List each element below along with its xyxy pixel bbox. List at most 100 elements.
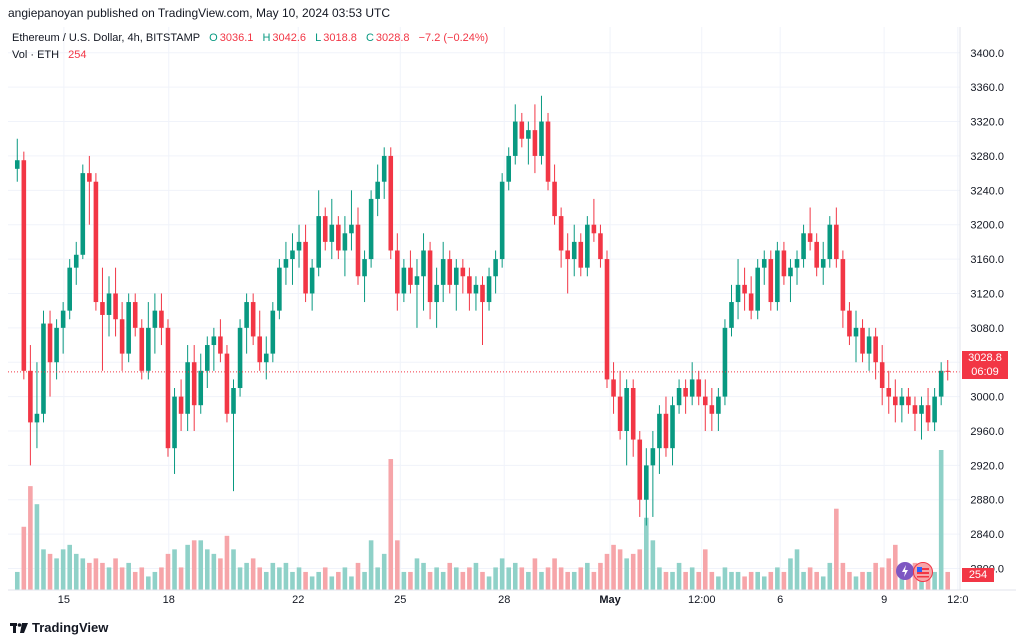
candle-body bbox=[336, 224, 341, 251]
candle-body bbox=[80, 173, 86, 255]
volume-bar bbox=[283, 562, 289, 590]
price-tick-label: 3160.0 bbox=[970, 254, 1004, 266]
volume-bar bbox=[689, 567, 695, 590]
volume-bar bbox=[198, 540, 204, 590]
volume-bar bbox=[34, 504, 40, 590]
price-tick-label: 3080.0 bbox=[970, 323, 1004, 335]
volume-bar bbox=[375, 567, 380, 590]
volume-bar bbox=[218, 558, 223, 590]
ohlc-legend: Ethereum / U.S. Dollar, 4h, BITSTAMP O 30… bbox=[12, 32, 490, 44]
candle-body bbox=[919, 405, 924, 414]
volume-bar bbox=[716, 576, 721, 590]
volume-bar bbox=[539, 571, 544, 590]
candle-body bbox=[60, 310, 66, 328]
volume-bar bbox=[565, 571, 570, 590]
candle-body bbox=[368, 198, 374, 260]
brand-name: TradingView bbox=[32, 620, 109, 635]
volume-bar bbox=[93, 558, 99, 590]
candle-body bbox=[598, 233, 603, 260]
volume-bar bbox=[820, 576, 826, 590]
volume-value: 254 bbox=[68, 49, 87, 61]
candle-body bbox=[329, 224, 335, 242]
volume-bar bbox=[585, 562, 590, 590]
volume-label: Vol · ETH bbox=[12, 49, 60, 61]
candle-body bbox=[178, 396, 184, 414]
volume-bar bbox=[21, 526, 27, 590]
volume-bar bbox=[840, 562, 846, 590]
countdown-tag: 06:09 bbox=[962, 365, 1008, 379]
candle-body bbox=[729, 302, 734, 328]
candle-body bbox=[28, 370, 33, 423]
volume-bar bbox=[185, 544, 190, 590]
candle-body bbox=[906, 396, 911, 406]
close-label: C bbox=[365, 32, 374, 44]
us-flag-icon[interactable] bbox=[913, 562, 933, 582]
volume-bar bbox=[178, 567, 184, 590]
volume-bar bbox=[67, 544, 72, 590]
volume-bar bbox=[100, 562, 105, 590]
volume-legend: Vol · ETH 254 bbox=[12, 49, 89, 61]
candle-body bbox=[827, 224, 833, 260]
candle-body bbox=[395, 250, 400, 294]
candle-body bbox=[355, 224, 361, 277]
candle-body bbox=[486, 276, 492, 303]
volume-bar bbox=[87, 562, 92, 590]
tradingview-logo[interactable]: TradingView bbox=[10, 620, 108, 635]
volume-bar bbox=[205, 549, 210, 590]
volume-bar bbox=[14, 571, 20, 590]
candle-body bbox=[820, 259, 826, 268]
volume-bar bbox=[165, 553, 171, 590]
volume-bar bbox=[670, 571, 675, 590]
price-tick-label: 2920.0 bbox=[970, 460, 1004, 472]
candle-body bbox=[349, 224, 354, 234]
volume-bar bbox=[709, 571, 715, 590]
price-tick-label: 3280.0 bbox=[970, 151, 1004, 163]
volume-bar bbox=[381, 553, 387, 590]
candle-body bbox=[735, 284, 741, 303]
low-value: 3018.8 bbox=[323, 32, 357, 44]
publisher-header: angiepanoyan published on TradingView.co… bbox=[0, 0, 1024, 27]
volume-bar bbox=[794, 549, 800, 590]
volume-bar bbox=[506, 567, 512, 590]
volume-bar bbox=[552, 558, 557, 590]
candle-body bbox=[630, 388, 636, 440]
volume-bar bbox=[440, 571, 446, 590]
volume-bar bbox=[322, 567, 328, 590]
candle-body bbox=[591, 224, 597, 234]
volume-bar bbox=[663, 571, 669, 590]
volume-bar bbox=[172, 549, 177, 590]
candle-body bbox=[722, 327, 728, 397]
candle-body bbox=[532, 130, 538, 156]
price-tick-label: 2880.0 bbox=[970, 495, 1004, 507]
candle-body bbox=[545, 121, 551, 182]
volume-bar bbox=[775, 567, 780, 590]
volume-tag: 254 bbox=[962, 568, 994, 582]
volume-bar bbox=[558, 567, 564, 590]
volume-bar bbox=[899, 571, 905, 590]
candle-body bbox=[41, 323, 46, 414]
volume-bar bbox=[650, 540, 656, 590]
candle-body bbox=[624, 388, 629, 431]
candle-body bbox=[205, 345, 210, 371]
candle-body bbox=[650, 448, 656, 466]
candle-body bbox=[683, 388, 688, 397]
volume-bar bbox=[152, 571, 158, 590]
time-tick-label: 18 bbox=[163, 594, 175, 606]
time-tick-label: 28 bbox=[498, 594, 510, 606]
volume-bar bbox=[814, 571, 819, 590]
close-value: 3028.8 bbox=[375, 32, 410, 44]
candle-body bbox=[152, 310, 158, 328]
volume-bar bbox=[244, 562, 249, 590]
candle-body bbox=[381, 155, 387, 182]
high-label: H bbox=[262, 32, 271, 44]
candle-body bbox=[899, 396, 905, 406]
events-icon[interactable] bbox=[896, 562, 914, 580]
volume-bar bbox=[768, 571, 774, 590]
candle-body bbox=[604, 259, 610, 380]
candle-body bbox=[191, 362, 197, 406]
volume-bar bbox=[342, 567, 348, 590]
volume-bar bbox=[853, 576, 859, 590]
candle-body bbox=[342, 233, 348, 251]
candlestick-chart[interactable]: 2800.02840.02880.02920.02960.03000.03040… bbox=[0, 0, 1024, 614]
candle-body bbox=[945, 370, 951, 372]
